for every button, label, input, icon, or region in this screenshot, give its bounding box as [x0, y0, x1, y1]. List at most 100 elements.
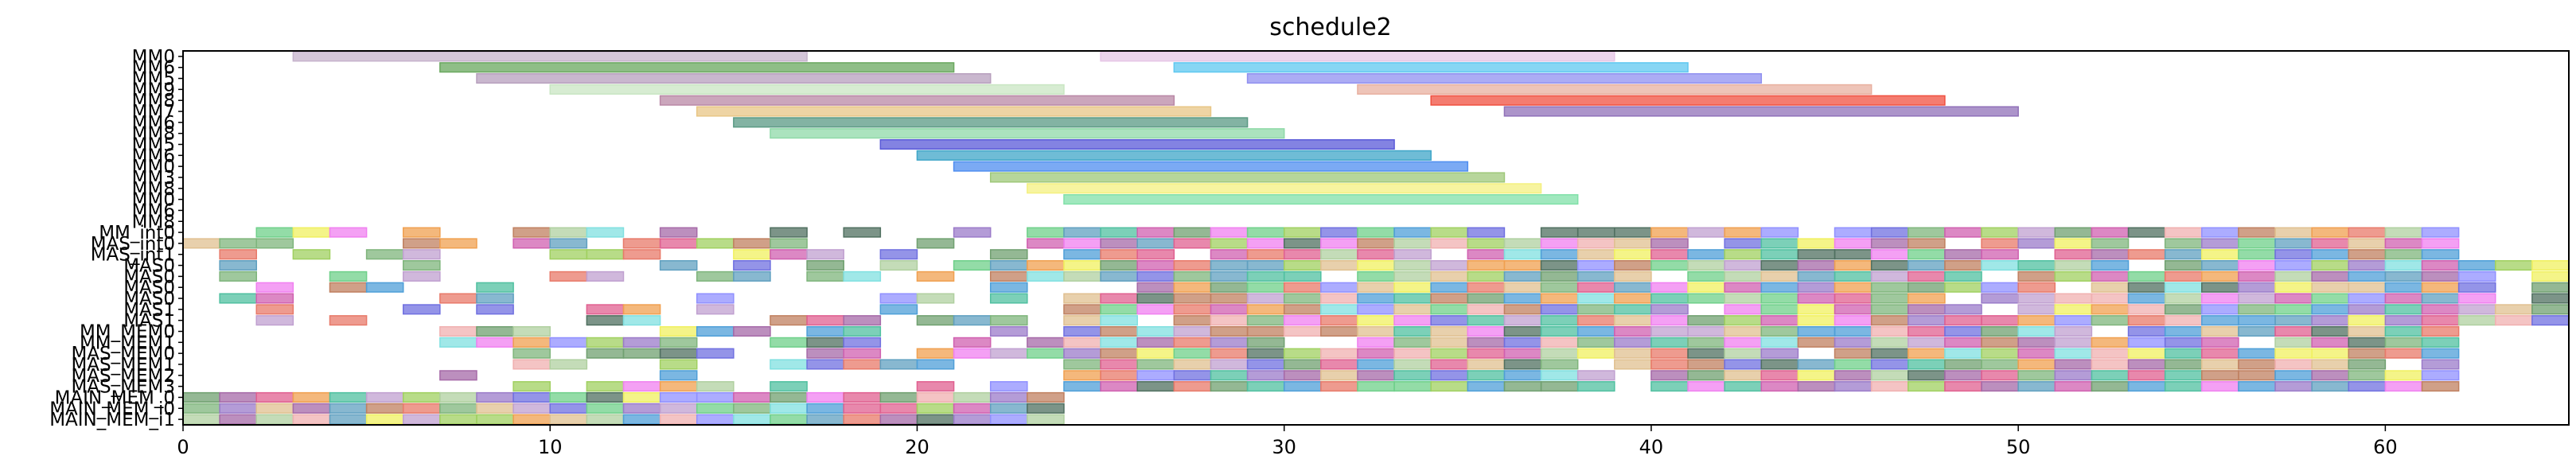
gantt-bar	[1467, 249, 1506, 260]
gantt-bar	[2127, 381, 2166, 392]
gantt-bar	[696, 304, 735, 315]
gantt-bar	[1210, 260, 1249, 271]
gantt-bar	[2017, 271, 2056, 282]
gantt-bar	[989, 325, 1028, 337]
gantt-bar	[2201, 271, 2239, 282]
x-tick-label: 40	[1639, 436, 1664, 458]
gantt-bar	[2238, 293, 2276, 304]
gantt-bar	[1760, 271, 1799, 282]
gantt-bar	[733, 391, 771, 403]
gantt-bar	[1027, 348, 1065, 359]
gantt-bar	[219, 271, 257, 282]
gantt-bar	[1393, 238, 1432, 249]
gantt-bar	[2054, 227, 2093, 238]
gantt-bar	[2127, 282, 2166, 293]
y-tick-label: MM6	[132, 200, 175, 221]
gantt-bar	[586, 271, 625, 282]
gantt-bar	[1320, 325, 1358, 337]
gantt-bar	[2091, 249, 2130, 260]
gantt-bar	[1320, 304, 1358, 315]
gantt-bar	[770, 227, 808, 238]
gantt-bar	[1834, 249, 1873, 260]
gantt-bar	[2274, 325, 2313, 337]
gantt-bar	[1724, 227, 1763, 238]
gantt-bar	[1283, 304, 1322, 315]
gantt-bar	[1687, 271, 1725, 282]
gantt-bar	[1908, 359, 1946, 370]
gantt-bar	[2311, 304, 2350, 315]
gantt-bar	[1687, 315, 1725, 326]
gantt-bar	[1210, 293, 1249, 304]
gantt-bar	[1650, 293, 1689, 304]
x-tick-label: 0	[177, 436, 189, 458]
gantt-bar	[733, 238, 771, 249]
gantt-bar	[1246, 370, 1285, 381]
gantt-bar	[2238, 282, 2276, 293]
gantt-bar	[622, 381, 661, 392]
gantt-bar	[1136, 370, 1175, 381]
gantt-bar	[2384, 227, 2423, 238]
gantt-bar	[770, 337, 808, 348]
gantt-bar	[843, 348, 882, 359]
gantt-bar	[1503, 381, 1542, 392]
gantt-bar	[2201, 304, 2239, 315]
gantt-bar	[1944, 370, 1982, 381]
gantt-bar	[1430, 359, 1469, 370]
gantt-bar	[1246, 381, 1285, 392]
gantt-bar	[1760, 293, 1799, 304]
gantt-bar	[2531, 304, 2570, 315]
gantt-bar	[843, 414, 882, 425]
gantt-bar	[1173, 359, 1212, 370]
y-tick-label: MM8	[132, 91, 175, 111]
gantt-bar	[1357, 304, 1395, 315]
gantt-bar	[733, 271, 771, 282]
gantt-bar	[1503, 370, 1542, 381]
gantt-bar	[1430, 381, 1469, 392]
gantt-bar	[1430, 227, 1469, 238]
gantt-bar	[2457, 293, 2496, 304]
gantt-bar	[1834, 293, 1873, 304]
gantt-bar	[1870, 337, 1909, 348]
gantt-bar	[2348, 238, 2387, 249]
gantt-bar	[2017, 227, 2056, 238]
gantt-bar	[1760, 260, 1799, 271]
gantt-bar	[255, 315, 294, 326]
gantt-bar	[2201, 260, 2239, 271]
gantt-bar	[2127, 359, 2166, 370]
gantt-bar	[329, 414, 368, 425]
gantt-bar	[2421, 260, 2460, 271]
gantt-bar	[219, 238, 257, 249]
gantt-bar	[1760, 249, 1799, 260]
gantt-bar	[402, 391, 441, 403]
gantt-bar	[2311, 325, 2350, 337]
gantt-bar	[953, 315, 992, 326]
gantt-bar	[2238, 348, 2276, 359]
gantt-bar	[2127, 325, 2166, 337]
gantt-bar	[1063, 337, 1101, 348]
gantt-bar	[1173, 260, 1212, 271]
gantt-bar	[989, 403, 1028, 414]
gantt-bar	[2238, 271, 2276, 282]
y-tick-label: MM5	[132, 69, 175, 90]
gantt-bar	[1724, 293, 1763, 304]
gantt-bar	[1724, 325, 1763, 337]
gantt-bar	[1136, 359, 1175, 370]
gantt-bar	[1503, 293, 1542, 304]
gantt-bar	[1760, 337, 1799, 348]
gantt-bar	[953, 337, 992, 348]
gantt-bar	[1870, 249, 1909, 260]
gantt-bar	[1908, 325, 1946, 337]
gantt-bar	[2238, 315, 2276, 326]
gantt-bar	[2348, 227, 2387, 238]
gantt-bar	[1467, 293, 1506, 304]
gantt-bar	[1687, 227, 1725, 238]
gantt-bar	[1100, 337, 1138, 348]
gantt-bar	[2311, 238, 2350, 249]
gantt-bar	[1650, 381, 1689, 392]
gantt-bar	[586, 348, 625, 359]
gantt-bar	[2201, 337, 2239, 348]
gantt-bar	[1246, 304, 1285, 315]
gantt-bar	[2164, 249, 2203, 260]
gantt-bar	[439, 370, 477, 381]
gantt-bar	[1687, 337, 1725, 348]
